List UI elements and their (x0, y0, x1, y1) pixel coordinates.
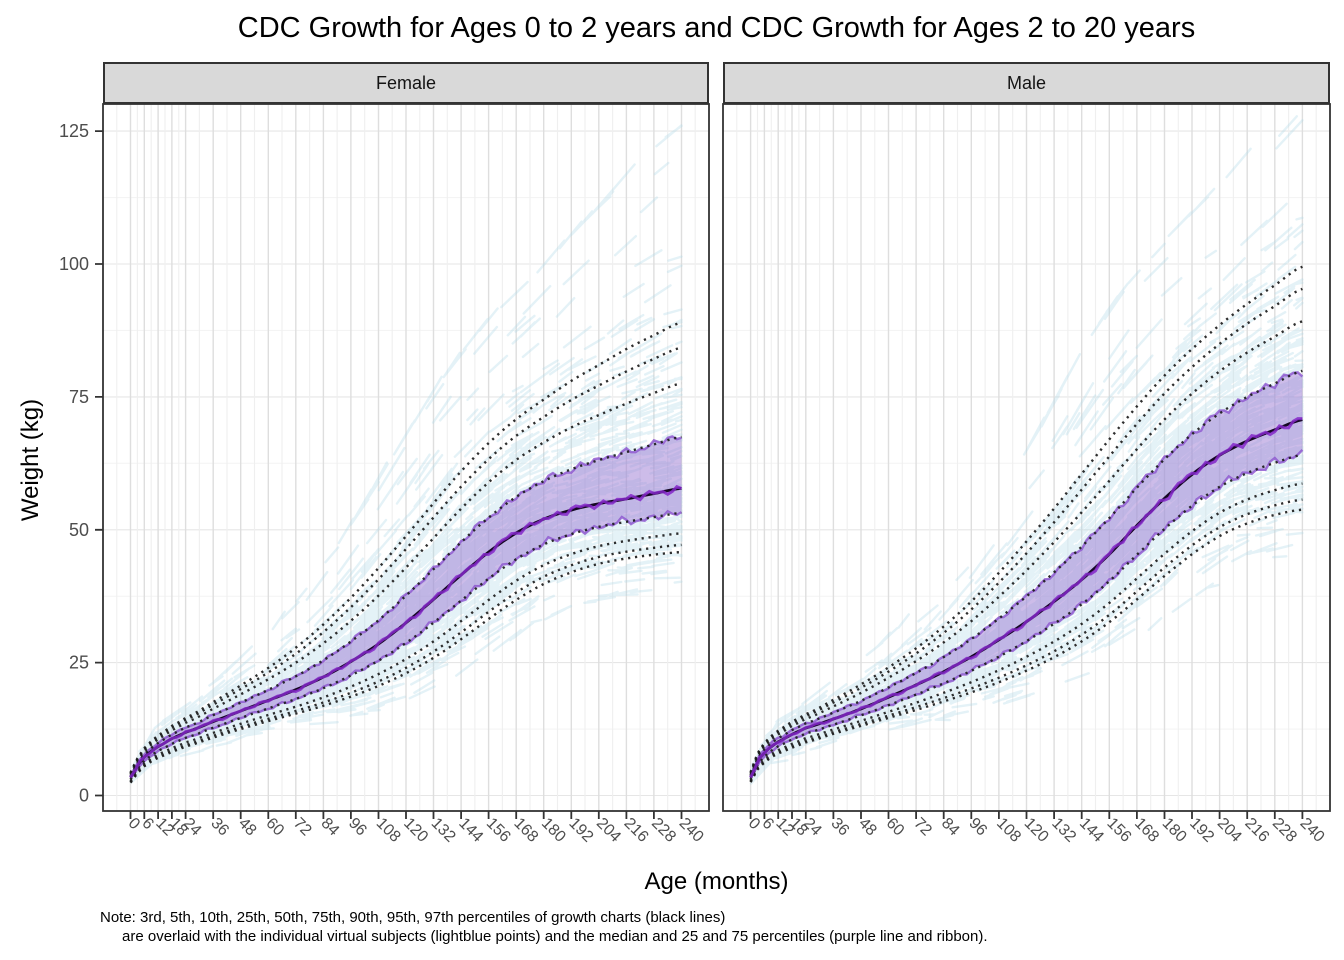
x-tick-label: 144 (455, 815, 486, 846)
observed-median-line (749, 417, 1303, 779)
x-tick-label: 228 (648, 815, 679, 846)
chart-title: CDC Growth for Ages 0 to 2 years and CDC… (237, 12, 1196, 44)
observed-median-line (129, 484, 683, 779)
percentile-97-line (749, 265, 1303, 773)
x-tick-label: 132 (1048, 815, 1079, 846)
percentile-95-line (129, 346, 682, 774)
percentile-curves (749, 265, 1303, 783)
x-tick-label: 216 (621, 815, 652, 846)
percentile-5-line (129, 543, 682, 783)
x-tick-label: 168 (510, 815, 541, 846)
x-tick-label: 120 (1021, 815, 1052, 846)
x-tick-label: 60 (262, 815, 287, 840)
x-tick-label: 192 (565, 815, 596, 846)
x-tick-label: 108 (373, 815, 404, 846)
x-tick-label: 156 (1103, 815, 1134, 846)
x-tick-label: 108 (993, 815, 1024, 846)
x-tick-label: 24 (800, 815, 825, 840)
x-tick-label: 180 (1159, 815, 1190, 846)
footnote-line2: are overlaid with the individual virtual… (122, 928, 988, 945)
x-tick-label: 84 (938, 815, 963, 840)
x-tick-label: 36 (207, 815, 232, 840)
facet-strip-female-label: Female (375, 72, 437, 93)
x-tick-label: 132 (428, 815, 459, 846)
percentile-95-line (749, 287, 1303, 774)
iqr-ribbon (129, 435, 683, 780)
x-tick-label: 180 (538, 815, 569, 846)
x-tick-label: 48 (855, 815, 880, 840)
footnote-line1: Note: 3rd, 5th, 10th, 25th, 50th, 75th, … (100, 909, 726, 926)
x-tick-label: 228 (1269, 815, 1300, 846)
percentile-3-line (129, 550, 682, 784)
y-axis-title: Weight (kg) (17, 398, 44, 522)
x-tick-label: 120 (400, 815, 431, 846)
percentile-25-line (749, 453, 1303, 780)
y-tick-label: 75 (69, 387, 89, 407)
facet-strip-female: Female (103, 62, 709, 104)
y-tick-label: 0 (79, 786, 89, 806)
x-tick-label: 84 (318, 815, 343, 840)
x-tick-label: 204 (593, 815, 624, 846)
y-tick-label: 100 (59, 254, 89, 274)
percentile-5-line (749, 498, 1303, 783)
x-tick-label: 72 (910, 815, 935, 840)
x-tick-label: 60 (883, 815, 908, 840)
y-tick-label: 125 (59, 121, 89, 141)
y-axis: 0 25 50 75 100 125 (59, 121, 103, 806)
percentile-75-line (749, 369, 1303, 776)
x-tick-label: 192 (1186, 815, 1217, 846)
footnote: Note: 3rd, 5th, 10th, 25th, 50th, 75th, … (100, 908, 988, 946)
facet-strip-male: Male (723, 62, 1330, 104)
x-tick-label: 36 (828, 815, 853, 840)
percentile-curves (129, 321, 682, 784)
y-tick-label: 25 (69, 653, 89, 673)
x-tick-label: 24 (180, 815, 205, 840)
percentile-97-line (129, 321, 682, 774)
x-tick-label: 156 (483, 815, 514, 846)
x-tick-label: 72 (290, 815, 315, 840)
percentile-3-line (749, 508, 1303, 783)
x-tick-label: 96 (345, 815, 370, 840)
x-tick-label: 204 (1214, 815, 1245, 846)
x-tick-label: 48 (235, 815, 260, 840)
x-tick-label: 144 (1076, 815, 1107, 846)
x-tick-label: 240 (676, 815, 707, 846)
facet-strip-male-label: Male (1006, 72, 1046, 93)
y-tick-label: 50 (69, 520, 89, 540)
x-axis-title: Age (months) (644, 868, 789, 895)
x-tick-label: 168 (1131, 815, 1162, 846)
x-tick-label: 216 (1241, 815, 1272, 846)
x-tick-label: 240 (1297, 815, 1328, 846)
x-tick-label: 96 (965, 815, 990, 840)
